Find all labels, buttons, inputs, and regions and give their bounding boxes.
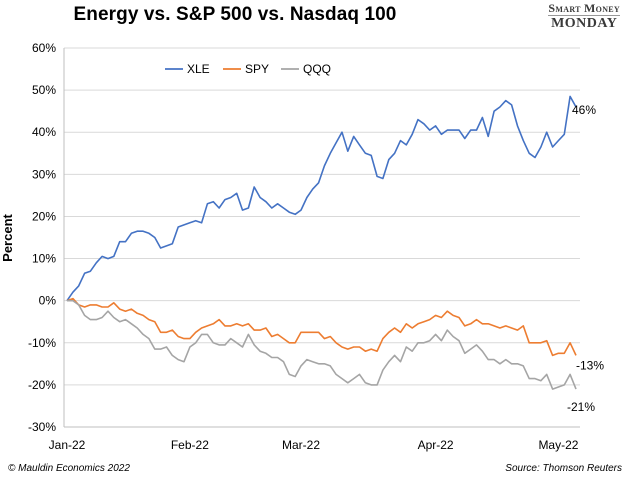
brand-top-text: Smart Money bbox=[548, 1, 620, 15]
y-tick-labels: -30% -20% -10% 0% 10% 20% 30% 40% 50% 60% bbox=[28, 41, 56, 434]
end-label-spy: -13% bbox=[576, 358, 604, 372]
y-axis-label: Percent bbox=[0, 213, 15, 261]
series-line-xle bbox=[66, 95, 577, 302]
y-tick-label: 60% bbox=[32, 41, 56, 55]
legend-label-spy: SPY bbox=[245, 62, 269, 76]
y-tick-label: -10% bbox=[28, 336, 56, 350]
legend-label-xle: XLE bbox=[187, 62, 210, 76]
series-line-qqq bbox=[67, 299, 577, 390]
legend-label-qqq: QQQ bbox=[303, 62, 331, 76]
axes bbox=[63, 48, 580, 428]
smart-money-monday-logo: Smart Money MONDAY bbox=[548, 2, 620, 31]
x-tick-labels: Jan-22 Feb-22 Mar-22 Apr-22 May-22 bbox=[49, 438, 579, 452]
y-tick-label: 40% bbox=[32, 125, 56, 139]
x-tick-label: Jan-22 bbox=[49, 438, 86, 452]
end-label-xle: 46% bbox=[572, 103, 596, 117]
y-tick-label: 10% bbox=[32, 252, 56, 266]
end-label-qqq: -21% bbox=[567, 400, 595, 414]
source-text: Source: Thomson Reuters bbox=[505, 463, 622, 474]
series-line-spy bbox=[66, 297, 577, 357]
chart-title: Energy vs. S&P 500 vs. Nasdaq 100 bbox=[73, 4, 397, 25]
x-tick-label: Mar-22 bbox=[282, 438, 320, 452]
y-tick-label: 20% bbox=[32, 209, 56, 223]
x-tick-label: May-22 bbox=[538, 438, 578, 452]
y-tick-label: 0% bbox=[39, 294, 57, 308]
brand-bottom-text: MONDAY bbox=[548, 15, 620, 31]
y-tick-label: 30% bbox=[32, 167, 56, 181]
y-tick-label: -20% bbox=[28, 378, 56, 392]
x-tick-label: Feb-22 bbox=[171, 438, 209, 452]
x-tick-label: Apr-22 bbox=[418, 438, 454, 452]
legend: XLE SPY QQQ bbox=[165, 62, 331, 76]
series-lines bbox=[66, 95, 577, 390]
copyright-text: © Mauldin Economics 2022 bbox=[8, 463, 130, 474]
end-labels: 46% -13% -21% bbox=[567, 103, 604, 414]
y-tick-label: 50% bbox=[32, 83, 56, 97]
y-tick-label: -30% bbox=[28, 420, 56, 434]
